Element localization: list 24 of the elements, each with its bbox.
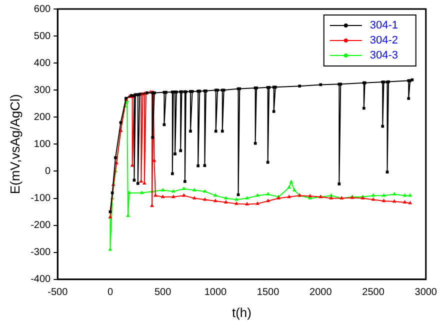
legend-label: 304-3 [370,50,398,62]
y-tick-label: 200 [34,112,52,123]
y-tick-label: -400 [30,274,52,286]
legend-label: 304-1 [370,20,398,32]
y-tick-label: 0 [45,166,52,177]
y-tick-label: 100 [34,138,52,150]
y-tick-label: 300 [34,84,52,96]
x-tick-label: 3000 [414,287,438,298]
x-tick-label: -500 [48,287,68,298]
y-axis-title: E(mV,vsAg/AgCl) [7,94,22,194]
x-tick-label: 2000 [310,287,332,298]
x-tick-label: 1000 [204,287,227,298]
y-tick-label: 600 [34,4,52,15]
y-tick-label: -300 [30,247,52,258]
y-tick-label: 500 [34,30,52,42]
legend-label: 304-2 [370,34,398,47]
x-tick-label: 0 [107,287,114,298]
y-tick-label: -200 [30,220,52,232]
y-tick-label: -100 [30,193,52,204]
x-axis-title: t(h) [232,304,252,320]
x-tick-label: 1500 [256,287,280,298]
y-tick-label: 400 [34,58,52,69]
x-tick-label: 500 [154,287,172,298]
x-tick-label: 2500 [362,287,385,298]
